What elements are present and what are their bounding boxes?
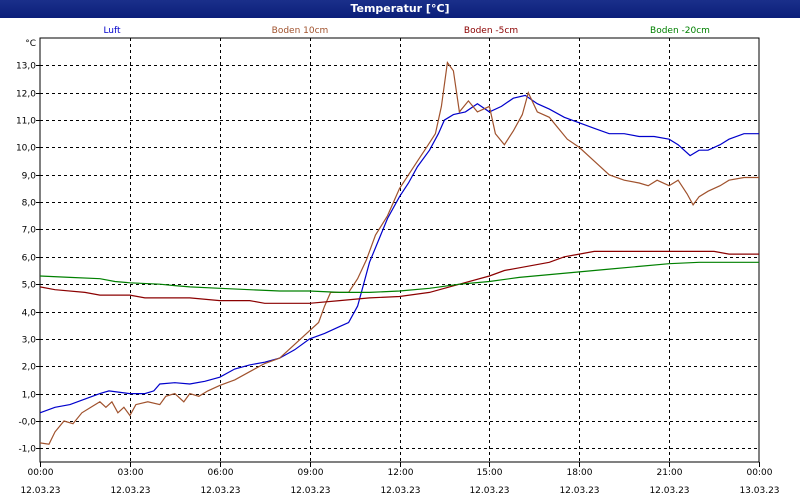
x-tick-date: 12.03.23 xyxy=(559,486,599,496)
x-tick-date: 12.03.23 xyxy=(649,486,689,496)
y-tick-label: 11,0 xyxy=(16,117,36,127)
x-tick-time: 21:00 xyxy=(657,468,683,478)
x-tick-date: 12.03.23 xyxy=(200,486,240,496)
y-tick-label: -1,0 xyxy=(18,445,36,455)
y-tick-label: 13,0 xyxy=(16,62,36,72)
x-tick-time: 06:00 xyxy=(208,468,234,478)
y-tick-label: 12,0 xyxy=(16,90,36,100)
y-tick-label: 9,0 xyxy=(22,172,37,182)
y-tick-label: 6,0 xyxy=(22,254,37,264)
y-tick-label: 5,0 xyxy=(22,281,37,291)
y-tick-label: 7,0 xyxy=(22,226,37,236)
x-tick-time: 12:00 xyxy=(388,468,414,478)
series-line xyxy=(39,94,759,414)
y-tick-label: -0,0 xyxy=(18,418,36,428)
y-tick-label: 1,0 xyxy=(22,391,37,401)
series-line xyxy=(39,61,759,445)
chart-title: Temperatur [°C] xyxy=(0,0,800,18)
legend-entry: Boden -20cm xyxy=(650,26,710,36)
y-tick-label: 4,0 xyxy=(22,309,37,319)
x-tick-time: 03:00 xyxy=(118,468,144,478)
legend-entry: Boden -5cm xyxy=(464,26,518,36)
y-tick-label: 10,0 xyxy=(16,144,36,154)
series-line xyxy=(39,261,759,293)
legend-entry: Luft xyxy=(103,26,121,36)
y-axis-unit: °C xyxy=(25,39,36,49)
series-line xyxy=(39,250,759,304)
x-tick-date: 12.03.23 xyxy=(110,486,150,496)
x-tick-time: 09:00 xyxy=(298,468,324,478)
x-tick-time: 18:00 xyxy=(567,468,593,478)
x-tick-date: 12.03.23 xyxy=(20,486,60,496)
legend-entry: Boden 10cm xyxy=(272,26,329,36)
y-tick-label: 3,0 xyxy=(22,336,37,346)
x-tick-date: 13.03.23 xyxy=(739,486,779,496)
x-tick-date: 12.03.23 xyxy=(380,486,420,496)
x-tick-time: 00:00 xyxy=(28,468,54,478)
x-tick-time: 15:00 xyxy=(477,468,503,478)
x-tick-date: 12.03.23 xyxy=(290,486,330,496)
y-tick-label: 8,0 xyxy=(22,199,37,209)
x-tick-date: 12.03.23 xyxy=(469,486,509,496)
y-tick-label: 2,0 xyxy=(22,363,37,373)
plot-frame xyxy=(39,37,760,463)
x-tick-time: 00:00 xyxy=(747,468,773,478)
